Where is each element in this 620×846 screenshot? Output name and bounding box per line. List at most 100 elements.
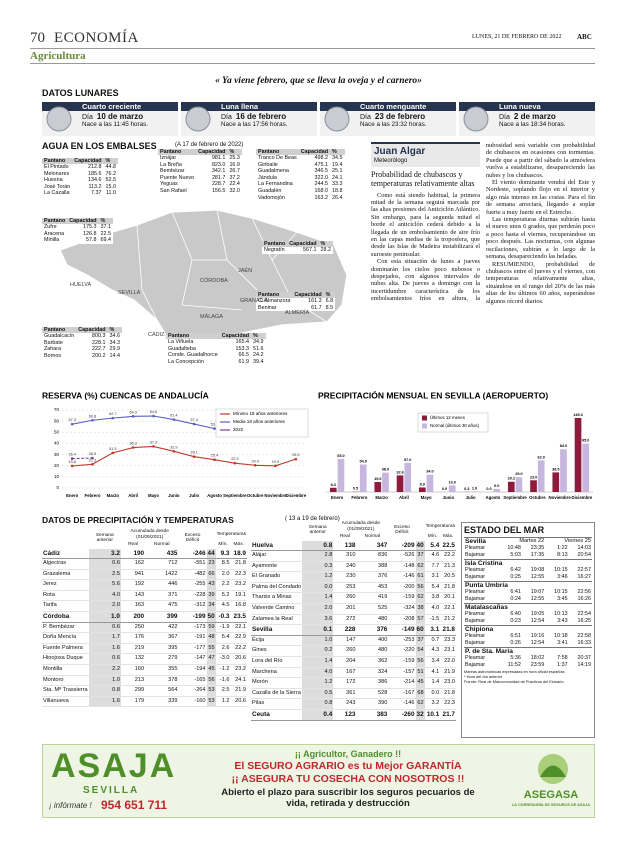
climate-value: -177 (178, 643, 207, 655)
tide-time: 16:27 (577, 574, 592, 580)
bar (582, 443, 590, 492)
legend-box (215, 408, 309, 438)
climate-value: 5.6 (88, 579, 121, 591)
value-label: 84.0 (560, 444, 567, 448)
climate-value: 162 (120, 558, 146, 570)
station-name: Hinojosa Duque (42, 653, 89, 666)
ad-body: Abierto el plazo para suscribir los segu… (221, 787, 475, 809)
x-tick-label: Mayo (148, 493, 159, 498)
y-tick-label: 20 (54, 463, 60, 468)
reservoir-value: 69.4 (100, 237, 112, 244)
province-name: Sevilla (251, 624, 303, 636)
header-cell (416, 520, 425, 541)
station-name: Zalamea la Real (251, 614, 303, 626)
reservoir-name: Vadomojón (258, 194, 285, 201)
lunar-phases: Cuarto creciente Día 10 de marzo Nace a las… (42, 102, 595, 136)
phase-rise: Nace a las 17:56 horas. (221, 121, 288, 128)
climate-value: -312 (178, 600, 207, 613)
climate-value: 367 (145, 632, 179, 644)
reservoir-value: 212.8 (88, 164, 102, 170)
climate-value: 219 (120, 643, 146, 655)
bar (493, 488, 501, 492)
climate-value: -214 (388, 677, 416, 689)
climate-value: -208 (388, 614, 416, 626)
climate-value: 0.1 (302, 624, 334, 636)
tide-time: 23:59 (530, 662, 545, 668)
x-tick-label: Octubre (247, 493, 264, 498)
climate-value: -159 (388, 592, 416, 605)
climate-value: 37 (415, 550, 425, 562)
tides-box: ESTADO DEL MAR Sevilla Martes 22 Viernes 25… (461, 522, 595, 738)
x-tick-label: Octubre (529, 495, 546, 500)
header-cell: Acumulada desde (01/09/2021) (341, 521, 381, 532)
climate-value: 51 (415, 667, 425, 679)
value-label: 57.4 (190, 418, 197, 422)
tide-time: 5:03 (510, 552, 521, 558)
reservoir-value: 57.8 (86, 237, 97, 244)
reservoir-value: 26.4 (332, 194, 343, 201)
phase-date: 16 de febrero (235, 112, 287, 121)
climate-value: 19.1 (230, 590, 247, 602)
reservoir-row: Guadalén 168.0 18.8 (256, 188, 345, 195)
reservoir-value: 222.7 (92, 346, 106, 353)
lunar-phase: Luna nueva Día 2 de marzo Nace a las 18:34 … (459, 102, 595, 136)
climate-value: 53 (206, 685, 216, 697)
climate-value: 172 (333, 677, 357, 689)
reservoir-value: 156.5 (211, 187, 226, 194)
value-label: 57.3 (68, 418, 75, 422)
climate-value: -1.9 (215, 622, 231, 634)
climate-value: 376 (356, 571, 389, 583)
tide-kind: Pleamar (465, 633, 486, 639)
value-label: 6.0 (494, 484, 499, 488)
column-header: Capacidad (292, 292, 324, 298)
station-name: Cazalla de la Sierra (251, 688, 303, 700)
tide-kind: Bajamar (465, 574, 486, 580)
paragraph: Las temperaturas diurnas subirán hasta e… (486, 216, 595, 261)
climate-value: 21.3 (440, 561, 456, 573)
tide-time: 3:46 (557, 574, 568, 580)
climate-value: 475 (145, 600, 179, 613)
climate-value: 0.2 (302, 645, 334, 658)
value-label: 53.3 (211, 423, 218, 427)
climate-value: 20.6 (230, 696, 247, 708)
station-row: Alájar 2.8 310 836 -526 37 4.6 22.2 (251, 550, 456, 562)
climate-value: 4.0 (88, 590, 121, 602)
reservoir-name: Barbate (44, 339, 63, 346)
climate-value: -200 (388, 582, 416, 594)
climate-value: 310 (333, 550, 357, 562)
climate-table-left: Semana anterior Acumulada desde (01/09/20… (42, 528, 247, 708)
column-header: % (330, 149, 345, 155)
province-label: GRANADA (240, 298, 268, 304)
reservoir-value: 228.1 (92, 339, 106, 346)
place-row: P. de Sta. María (464, 647, 592, 655)
climate-value: 453 (356, 582, 389, 594)
climate-value: -149 (388, 624, 416, 636)
value-label: 32.6 (396, 470, 403, 474)
headline: Probabilidad de chubascos y temperaturas… (371, 170, 475, 188)
climate-value: 61 (415, 571, 425, 583)
climate-table: Semana anterior Acumulada desde (01/09/20… (42, 528, 247, 708)
reservoir-row: Conde. Guadalhorce 66.5 24.2 (166, 352, 266, 359)
header-cell: Temperaturas (216, 531, 246, 537)
climate-value: 44 (206, 548, 216, 560)
province-row: Huelva 0.8 138 347 -209 40 5.4 22.5 (251, 540, 456, 552)
tide-row: Pleamar 5:36 18:02 7:58 20:37 (464, 655, 592, 662)
climate-value: 48 (206, 632, 216, 644)
reservoir-table: Pantano Capacidad% Guadalcacín 800.3 34.6 Bar… (42, 327, 123, 360)
phase-rise: Nace a las 23:32 horas. (360, 121, 427, 128)
climate-value: 22.1 (230, 622, 247, 634)
x-tick-label: Agosto (207, 493, 222, 498)
paragraph: RESUMIENDO, probabilidad de chubascos en… (486, 260, 595, 305)
header-cell: Máx. (442, 534, 454, 539)
point (152, 445, 155, 448)
climate-value: 299 (120, 685, 146, 697)
station-row: Rota 4.0 143 371 -228 39 5.2 19.1 (42, 590, 247, 602)
tide-time: 14:03 (577, 545, 592, 551)
climate-value: 419 (356, 592, 389, 605)
x-tick-label: Septiembre (503, 495, 527, 500)
column-header: Capacidad (72, 158, 104, 164)
reservoir-value: 29.9 (109, 346, 121, 353)
place-row: Chipiona (464, 625, 592, 633)
reservoir-name: La Fernandina (258, 181, 293, 188)
y-tick-label: 10 (54, 474, 60, 479)
